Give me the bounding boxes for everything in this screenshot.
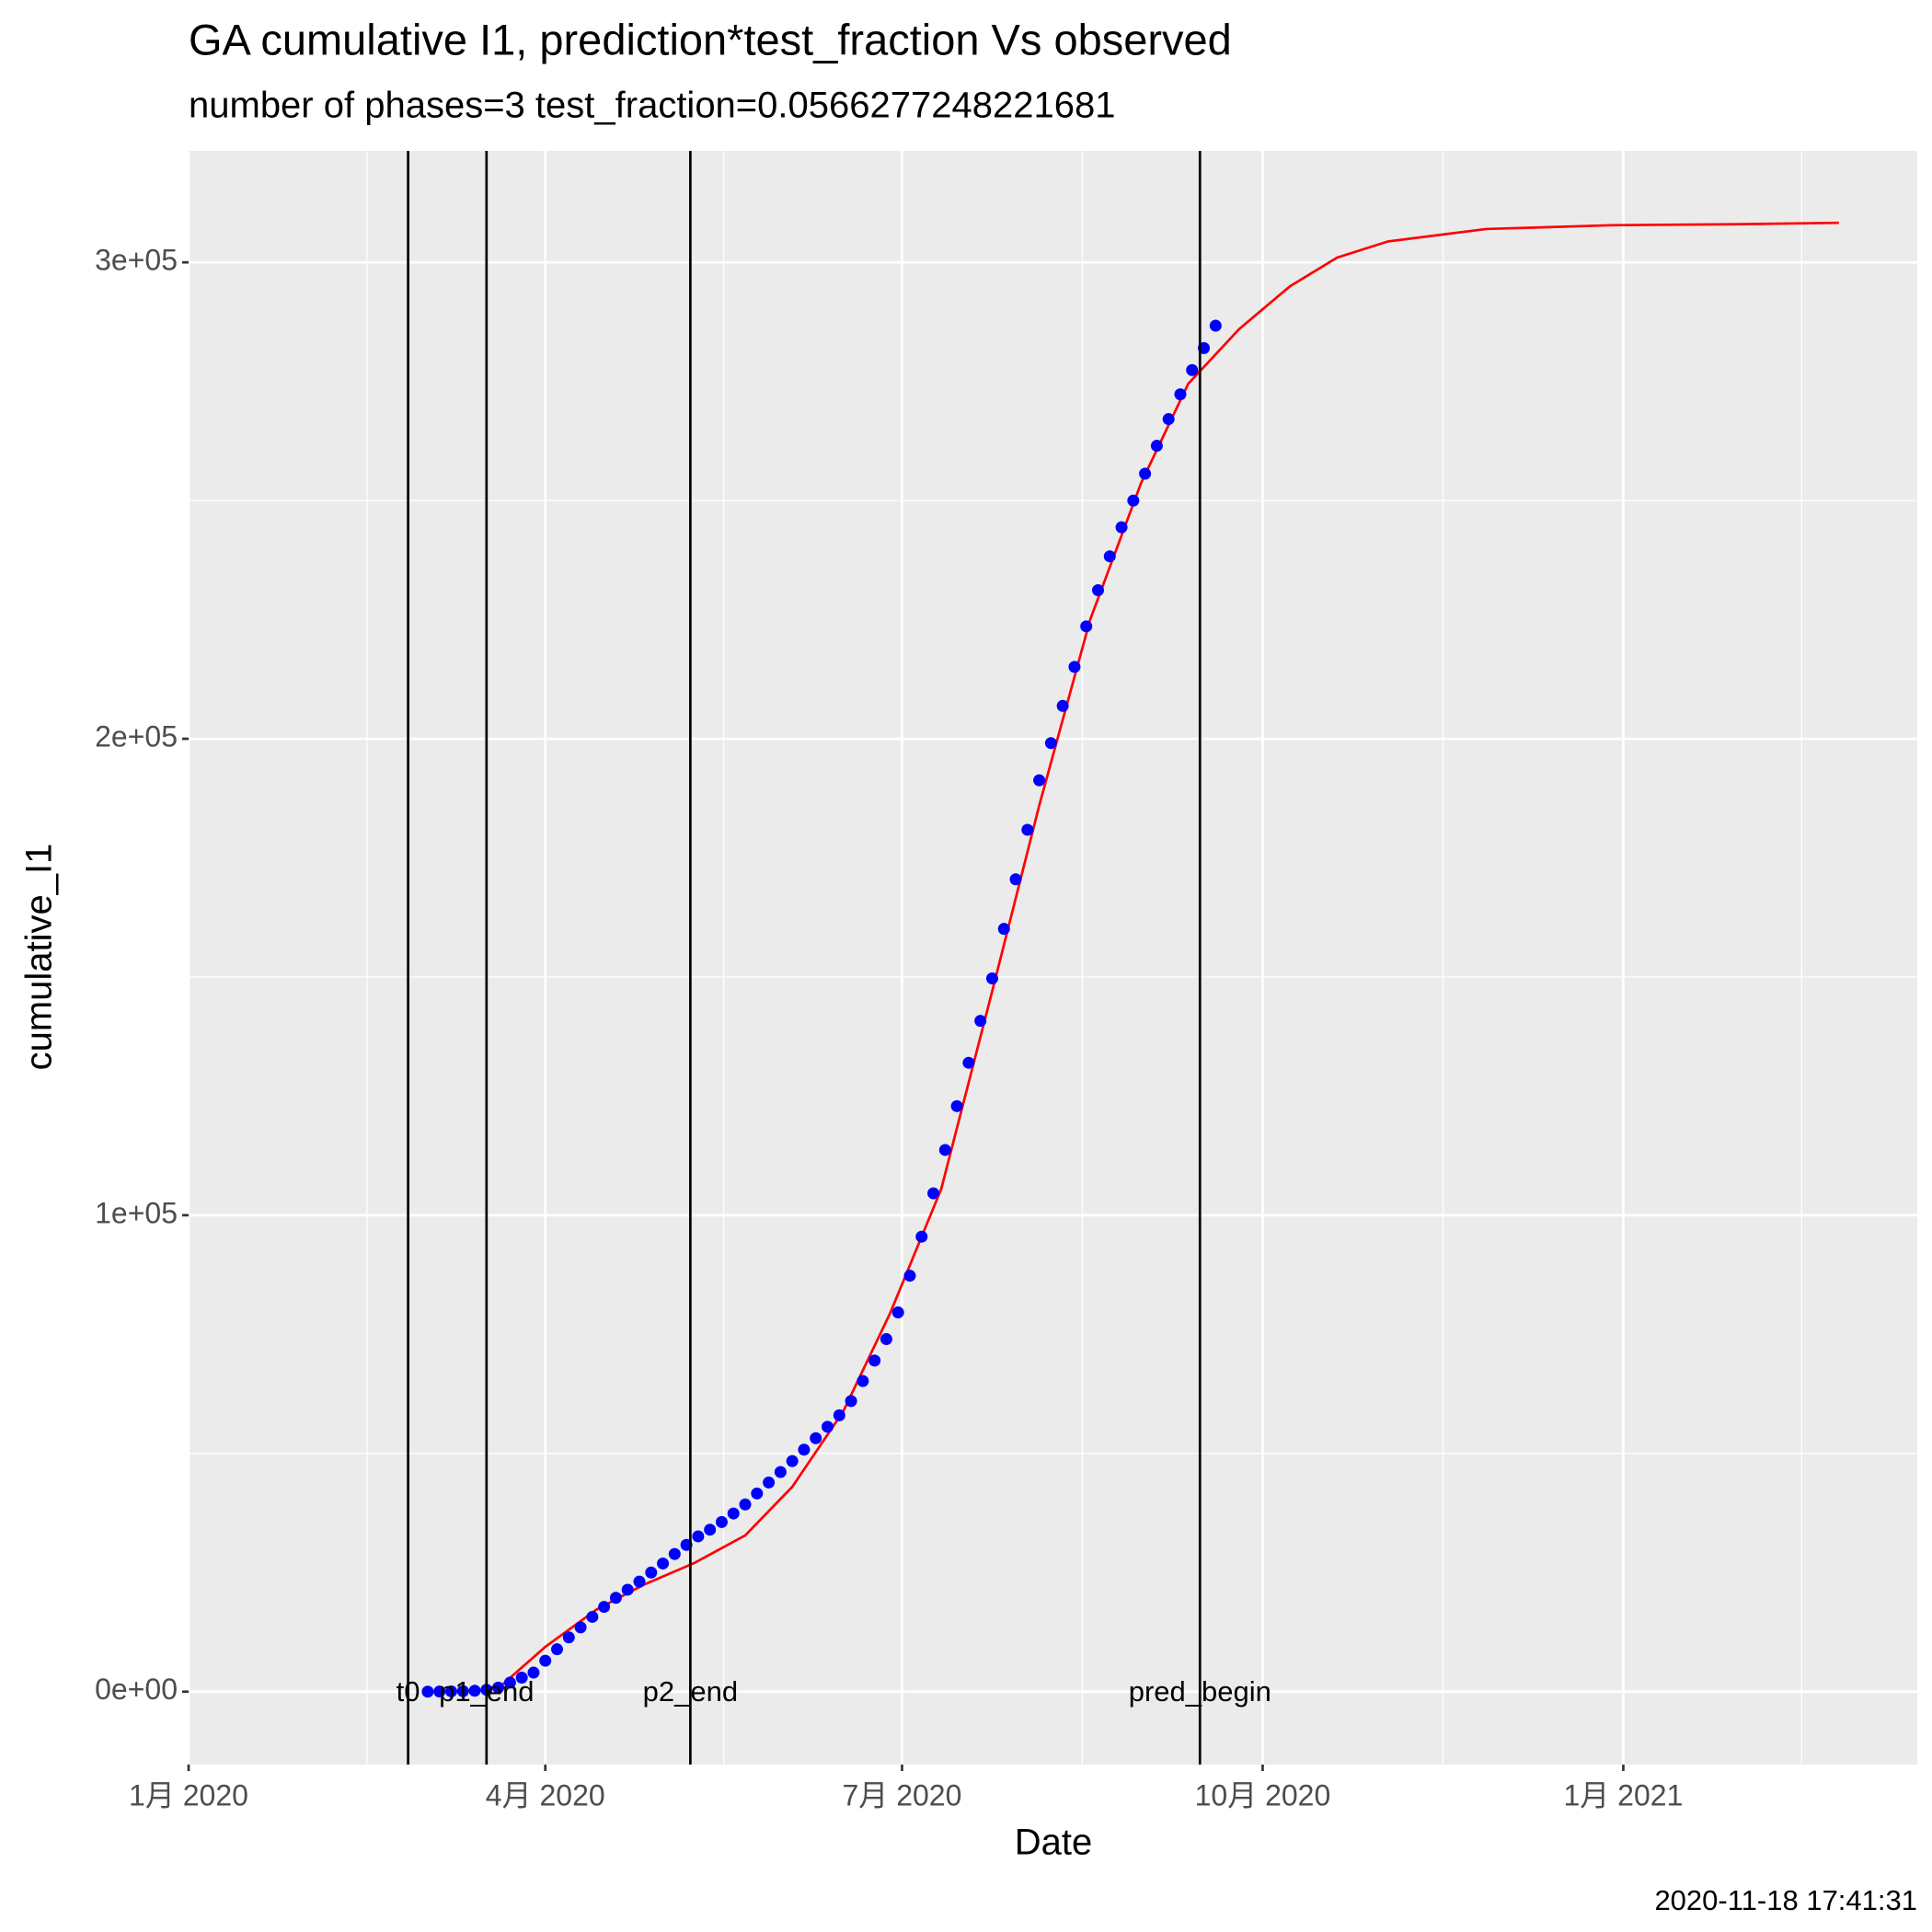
data-point [786, 1455, 799, 1467]
data-point [1044, 737, 1057, 750]
chart-title: GA cumulative I1, prediction*test_fracti… [189, 15, 1232, 63]
data-point [645, 1566, 658, 1579]
vertical-line-label: p1_end [439, 1675, 534, 1708]
data-point [657, 1557, 670, 1570]
data-point [822, 1420, 834, 1433]
data-point [692, 1530, 705, 1543]
y-tick-label: 1e+05 [95, 1196, 178, 1229]
chart-subtitle: number of phases=3 test_fraction=0.05662… [189, 86, 1115, 126]
data-point [633, 1575, 646, 1588]
data-point [515, 1671, 528, 1684]
data-point [621, 1583, 634, 1596]
data-point [433, 1685, 446, 1698]
data-point [421, 1685, 434, 1698]
caption: 2020-11-18 17:41:31 [1654, 1884, 1917, 1916]
data-point [727, 1507, 740, 1520]
data-point [704, 1524, 717, 1536]
data-point [456, 1685, 469, 1697]
x-tick-label: 4月 2020 [486, 1778, 605, 1811]
data-point [997, 923, 1010, 936]
x-tick-label: 10月 2020 [1195, 1778, 1331, 1811]
data-point [1091, 583, 1104, 596]
data-point [739, 1498, 752, 1511]
data-point [609, 1592, 622, 1604]
x-tick-label: 1月 2021 [1563, 1778, 1683, 1811]
data-point [880, 1333, 892, 1346]
data-point [1127, 494, 1140, 507]
data-point [1009, 873, 1022, 886]
data-point [1033, 774, 1046, 787]
data-point [962, 1056, 975, 1069]
data-point [492, 1681, 505, 1694]
vertical-line-label: p2_end [643, 1675, 738, 1708]
x-tick-label: 1月 2020 [129, 1778, 248, 1811]
y-tick-label: 2e+05 [95, 719, 178, 753]
data-point [468, 1685, 481, 1697]
y-axis-title: cumulative_I1 [19, 844, 60, 1071]
data-point [903, 1270, 916, 1282]
data-point [938, 1144, 951, 1156]
data-point [715, 1515, 728, 1528]
data-point [950, 1099, 963, 1112]
data-point [1103, 550, 1116, 563]
data-point [1056, 699, 1069, 712]
data-point [1186, 363, 1199, 376]
data-point [774, 1466, 787, 1478]
y-tick-label: 3e+05 [95, 244, 178, 277]
data-point [751, 1487, 764, 1500]
data-point [1068, 661, 1081, 673]
data-point [598, 1601, 611, 1614]
data-point [857, 1374, 869, 1387]
data-point [927, 1187, 940, 1200]
vertical-line-label: t0 [397, 1675, 420, 1708]
x-axis-title: Date [1015, 1823, 1093, 1863]
x-tick-label: 7月 2020 [843, 1778, 962, 1811]
data-point [1162, 413, 1175, 426]
data-point [574, 1621, 587, 1634]
data-point [845, 1395, 857, 1408]
data-point [763, 1476, 776, 1489]
data-point [503, 1676, 516, 1689]
data-line [493, 221, 1839, 1693]
data-point [985, 972, 998, 985]
data-point [562, 1631, 575, 1644]
data-point [810, 1432, 822, 1444]
data-point [1115, 521, 1128, 534]
data-point [891, 1306, 904, 1319]
data-point [798, 1443, 811, 1456]
data-point [1150, 440, 1163, 453]
vertical-line-label: pred_begin [1129, 1675, 1271, 1708]
data-point [1139, 467, 1152, 480]
data-point [444, 1685, 457, 1697]
data-point [1080, 620, 1093, 633]
data-point [586, 1610, 599, 1623]
plot-panel [189, 151, 1917, 1765]
data-point [915, 1230, 928, 1243]
data-point [1209, 319, 1222, 332]
data-point [527, 1666, 540, 1679]
y-tick-label: 0e+00 [95, 1673, 178, 1706]
data-point [1021, 823, 1034, 836]
data-point [551, 1643, 564, 1656]
data-point [974, 1015, 987, 1028]
data-point [539, 1654, 552, 1667]
data-point [1174, 388, 1187, 401]
data-point [833, 1409, 845, 1421]
data-point [868, 1354, 881, 1367]
data-point [668, 1547, 681, 1560]
